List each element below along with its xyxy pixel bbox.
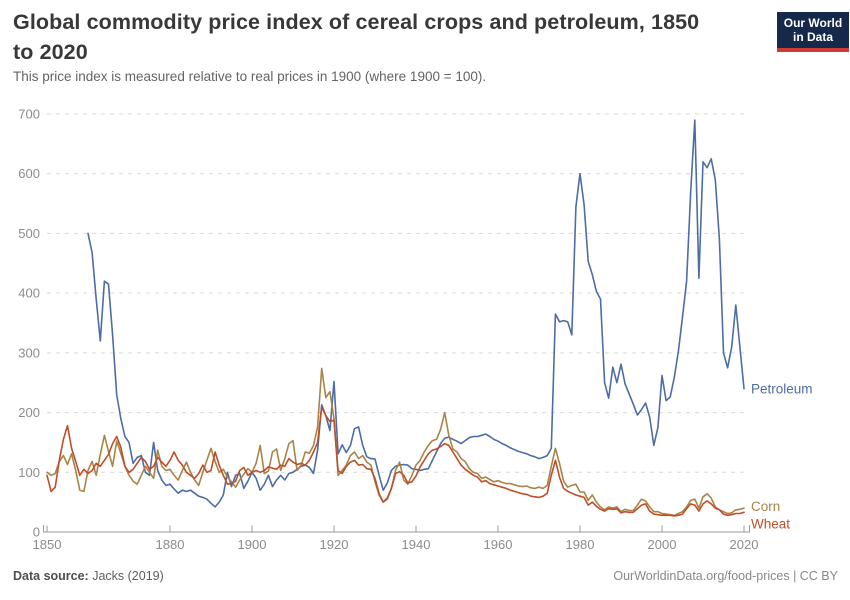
chart-subtitle: This price index is measured relative to… — [13, 69, 487, 84]
data-source: Data source: Jacks (2019) — [13, 569, 164, 583]
owid-logo-line2: in Data — [792, 30, 833, 44]
series-line-corn — [46, 367, 745, 517]
series-label-corn[interactable]: Corn — [751, 499, 780, 514]
x-axis-tick-label: 1980 — [566, 537, 595, 552]
x-axis-tick-label: 2020 — [730, 537, 759, 552]
page-title: Global commodity price index of cereal c… — [13, 10, 700, 64]
owid-logo-red-bar — [777, 48, 849, 52]
y-axis-tick-label: 300 — [18, 345, 40, 360]
y-axis-tick-label: 100 — [18, 465, 40, 480]
x-axis-tick-label: 1900 — [238, 537, 267, 552]
x-axis-tick-label: 1940 — [402, 537, 431, 552]
series-label-petroleum[interactable]: Petroleum — [751, 382, 813, 397]
y-axis-tick-label: 400 — [18, 286, 40, 301]
y-axis-tick-label: 600 — [18, 166, 40, 181]
credit-link[interactable]: OurWorldinData.org/food-prices | CC BY — [613, 569, 838, 583]
y-axis-tick-label: 500 — [18, 226, 40, 241]
x-axis-tick-label: 1920 — [320, 537, 349, 552]
x-axis-tick-label: 2000 — [648, 537, 677, 552]
series-label-wheat[interactable]: Wheat — [751, 516, 790, 531]
data-source-label: Data source: — [13, 569, 89, 583]
data-source-value: Jacks (2019) — [88, 569, 164, 583]
series-line-petroleum — [87, 119, 745, 508]
y-axis-tick-label: 200 — [18, 405, 40, 420]
owid-logo-box: Our World in Data — [777, 12, 849, 48]
series-line-wheat — [46, 406, 745, 517]
x-axis-tick-label: 1960 — [484, 537, 513, 552]
y-axis-tick-label: 0 — [33, 525, 40, 540]
x-axis-tick-label: 1850 — [33, 537, 62, 552]
x-axis-tick-label: 1880 — [156, 537, 185, 552]
owid-logo-line1: Our World — [783, 16, 843, 30]
owid-logo[interactable]: Our World in Data — [777, 12, 849, 52]
y-axis-tick-label: 700 — [18, 107, 40, 122]
